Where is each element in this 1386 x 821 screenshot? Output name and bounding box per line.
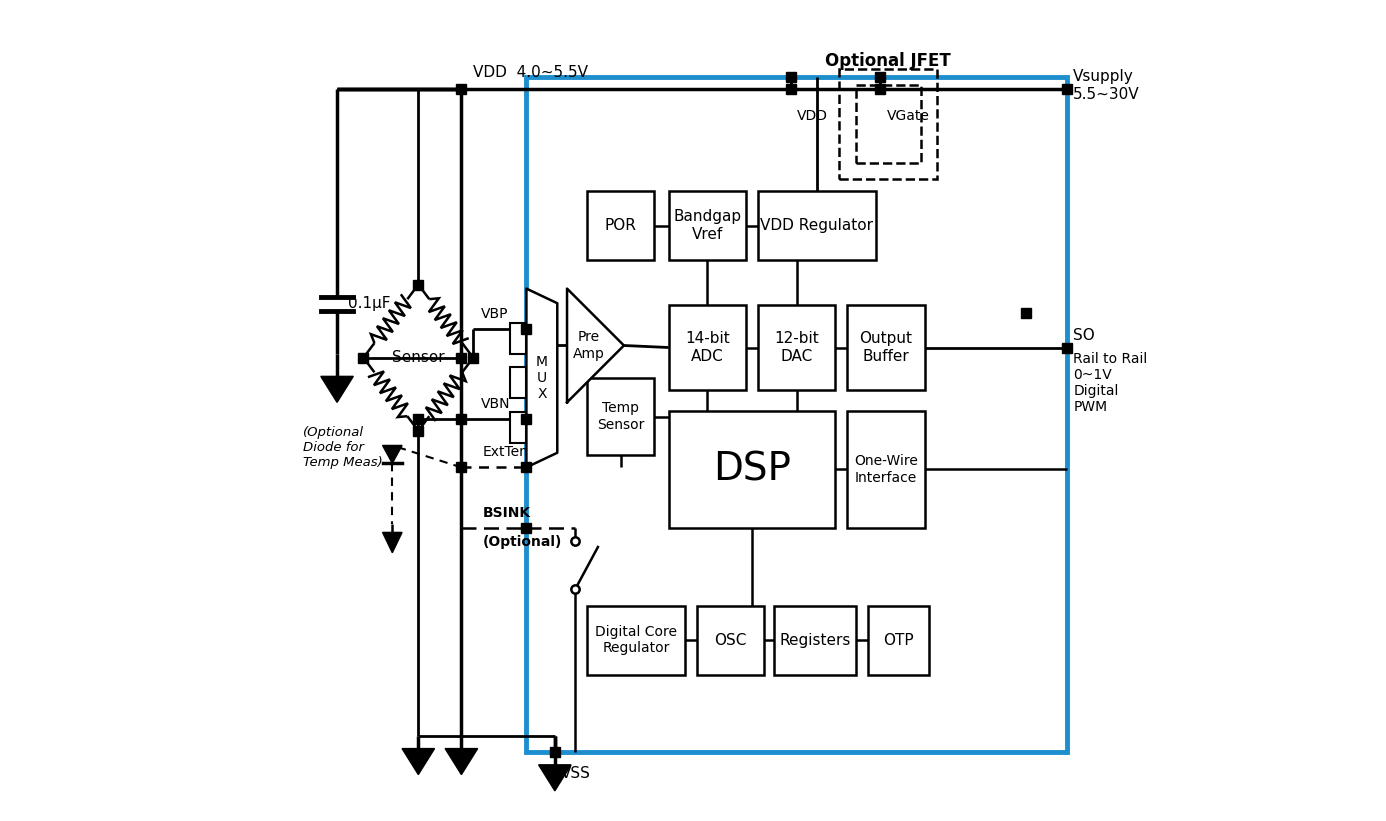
Text: One-Wire
Interface: One-Wire Interface [854, 454, 918, 484]
Text: DSP: DSP [712, 451, 791, 488]
Text: VBP: VBP [481, 307, 509, 321]
FancyBboxPatch shape [510, 412, 527, 443]
Text: Optional JFET: Optional JFET [825, 52, 951, 70]
Text: Bandgap
Vref: Bandgap Vref [674, 209, 742, 242]
Polygon shape [320, 376, 353, 402]
Polygon shape [445, 749, 478, 774]
FancyBboxPatch shape [668, 191, 746, 260]
FancyBboxPatch shape [588, 378, 654, 455]
FancyBboxPatch shape [588, 606, 685, 675]
FancyBboxPatch shape [510, 323, 527, 354]
FancyBboxPatch shape [758, 305, 836, 390]
Text: VBN: VBN [481, 397, 511, 410]
Polygon shape [383, 532, 402, 553]
FancyBboxPatch shape [510, 368, 527, 398]
Text: M
U
X: M U X [536, 355, 547, 401]
Text: POR: POR [604, 218, 636, 233]
Text: VDD: VDD [797, 109, 827, 123]
Polygon shape [383, 446, 402, 463]
Text: OSC: OSC [714, 632, 747, 648]
FancyBboxPatch shape [758, 191, 876, 260]
Text: Digital Core
Regulator: Digital Core Regulator [595, 625, 678, 655]
Text: Registers: Registers [779, 632, 851, 648]
Text: Temp
Sensor: Temp Sensor [597, 401, 644, 432]
Text: 0.1μF: 0.1μF [348, 296, 391, 310]
Text: Rail to Rail
0~1V
Digital
PWM: Rail to Rail 0~1V Digital PWM [1073, 351, 1148, 414]
Text: 12-bit
DAC: 12-bit DAC [775, 332, 819, 364]
Text: Sensor: Sensor [392, 351, 445, 365]
Text: (Optional): (Optional) [482, 534, 563, 548]
Text: ExtTemp: ExtTemp [482, 445, 542, 459]
Text: Pre
Amp: Pre Amp [572, 330, 604, 360]
FancyBboxPatch shape [775, 606, 855, 675]
Text: BSINK: BSINK [482, 507, 531, 521]
Text: 14-bit
ADC: 14-bit ADC [685, 332, 729, 364]
FancyBboxPatch shape [588, 191, 654, 260]
FancyBboxPatch shape [668, 410, 836, 529]
Polygon shape [539, 765, 571, 791]
Text: (Optional
Diode for
Temp Meas): (Optional Diode for Temp Meas) [304, 425, 383, 469]
Text: VGate: VGate [887, 109, 929, 123]
FancyBboxPatch shape [697, 606, 764, 675]
FancyBboxPatch shape [527, 77, 1067, 752]
Text: VDD Regulator: VDD Regulator [761, 218, 873, 233]
FancyBboxPatch shape [868, 606, 929, 675]
Text: VSS: VSS [561, 767, 592, 782]
Text: VDD  4.0~5.5V: VDD 4.0~5.5V [473, 65, 588, 80]
FancyBboxPatch shape [847, 305, 924, 390]
Text: OTP: OTP [883, 632, 913, 648]
Polygon shape [527, 289, 557, 467]
Text: Vsupply
5.5~30V: Vsupply 5.5~30V [1073, 69, 1139, 102]
FancyBboxPatch shape [847, 410, 924, 529]
Polygon shape [567, 289, 624, 402]
FancyBboxPatch shape [668, 305, 746, 390]
Polygon shape [402, 749, 435, 774]
Text: SO: SO [1073, 328, 1095, 343]
Text: Output
Buffer: Output Buffer [859, 332, 912, 364]
